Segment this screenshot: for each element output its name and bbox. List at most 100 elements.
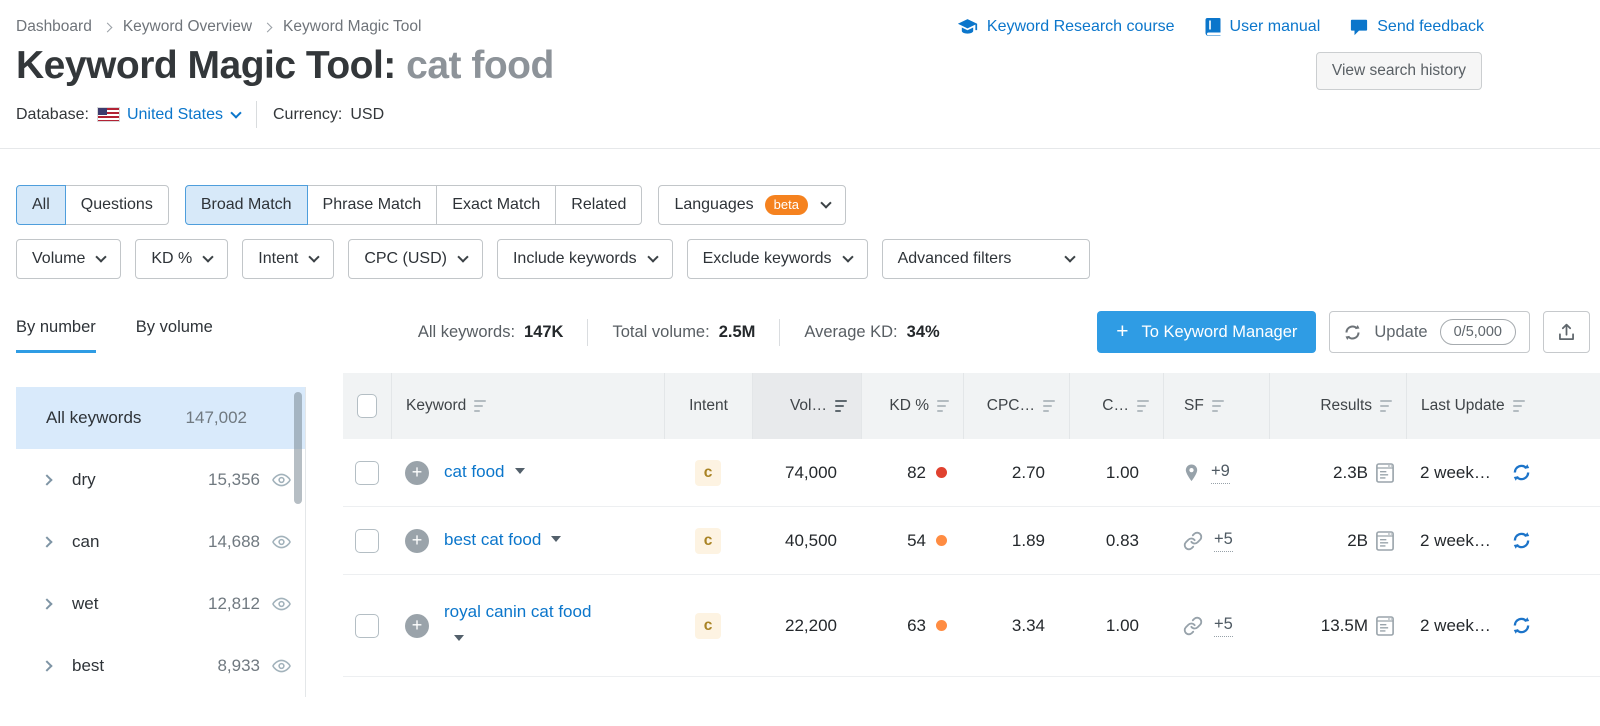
breadcrumb-keyword-magic-tool[interactable]: Keyword Magic Tool: [283, 18, 422, 35]
kd-value: 54: [861, 531, 963, 551]
column-header-intent[interactable]: Intent: [664, 373, 752, 439]
exclude-keywords-dropdown[interactable]: Exclude keywords: [686, 239, 868, 279]
eye-icon[interactable]: [272, 473, 291, 487]
column-header-last-update[interactable]: Last Update: [1406, 373, 1600, 439]
serp-icon[interactable]: [1376, 615, 1394, 636]
row-checkbox[interactable]: [355, 528, 379, 553]
results-value: 2.3B: [1333, 462, 1368, 482]
eye-icon[interactable]: [272, 597, 291, 611]
sidebar-all-label: All keywords: [46, 408, 142, 427]
serp-features-count[interactable]: +9: [1211, 462, 1230, 484]
refresh-icon[interactable]: [1511, 462, 1532, 483]
chevron-down-icon: [230, 106, 242, 119]
view-search-history-button[interactable]: View search history: [1315, 52, 1482, 90]
volume-value: 74,000: [785, 462, 837, 482]
add-keyword-icon[interactable]: [405, 613, 429, 638]
row-checkbox[interactable]: [355, 460, 379, 485]
stats-bar: By number By volume All keywords: 147K To…: [16, 311, 1590, 353]
cpc-value: 1.89: [1011, 530, 1045, 550]
breadcrumb-keyword-overview[interactable]: Keyword Overview: [122, 18, 253, 35]
cpc-filter-dropdown[interactable]: CPC (USD): [348, 239, 483, 279]
advanced-filters-dropdown[interactable]: Advanced filters: [881, 239, 1090, 279]
tab-related[interactable]: Related: [555, 185, 643, 225]
chevron-down-icon[interactable]: [514, 468, 525, 475]
languages-dropdown[interactable]: Languages beta: [658, 185, 846, 225]
eye-icon[interactable]: [272, 659, 291, 673]
competition-value: 1.00: [1105, 615, 1139, 635]
chevron-down-icon: [841, 251, 854, 263]
tab-broad-match[interactable]: Broad Match: [184, 185, 308, 225]
user-manual-link[interactable]: User manual: [1205, 18, 1320, 36]
tab-phrase-match[interactable]: Phrase Match: [306, 185, 438, 225]
volume-value: 22,200: [785, 615, 837, 635]
sidebar-item-dry[interactable]: dry 15,356: [16, 449, 305, 511]
tab-exact-match[interactable]: Exact Match: [436, 185, 557, 225]
column-header-sf[interactable]: SF: [1163, 373, 1269, 439]
column-header-cpc[interactable]: CPC…: [963, 373, 1069, 439]
sort-icon: [1043, 399, 1055, 413]
tab-all[interactable]: All: [16, 185, 66, 225]
kd-dot-icon: [936, 535, 947, 546]
update-metrics-button[interactable]: Update 0/5,000: [1329, 311, 1530, 353]
volume-filter-dropdown[interactable]: Volume: [16, 239, 122, 279]
tab-questions[interactable]: Questions: [64, 185, 169, 225]
competition-value: 1.00: [1105, 462, 1139, 482]
send-feedback-link[interactable]: Send feedback: [1350, 18, 1484, 36]
row-checkbox[interactable]: [355, 613, 379, 638]
keyword-link[interactable]: cat food: [444, 459, 525, 485]
sidebar-item-can[interactable]: can 14,688: [16, 511, 305, 573]
table-row: best cat food C 40,500 54 1.89 0.83 +5 2…: [343, 507, 1600, 575]
chevron-down-icon[interactable]: [454, 634, 464, 641]
breadcrumb-dashboard[interactable]: Dashboard: [16, 18, 92, 35]
table-row: cat food C 74,000 82 2.70 1.00 +9 2.3B: [343, 439, 1600, 507]
cpc-value: 3.34: [1011, 615, 1045, 635]
to-keyword-manager-button[interactable]: To Keyword Manager: [1097, 311, 1317, 353]
sidebar-item-wet[interactable]: wet 12,812: [16, 573, 305, 635]
sort-icon: [1211, 399, 1224, 413]
chevron-right-icon: [41, 474, 53, 486]
book-icon: [1205, 18, 1221, 36]
intent-filter-dropdown[interactable]: Intent: [242, 239, 335, 279]
chevron-right-icon: [262, 22, 273, 33]
intent-badge-commercial: C: [695, 459, 721, 486]
kd-value: 82: [861, 463, 963, 483]
database-selector[interactable]: United States: [127, 106, 242, 124]
update-quota-badge: 0/5,000: [1439, 319, 1516, 345]
chevron-down-icon[interactable]: [551, 536, 562, 543]
refresh-icon[interactable]: [1511, 615, 1532, 636]
tab-by-volume[interactable]: By volume: [135, 318, 213, 336]
sidebar-scrollbar[interactable]: [294, 392, 302, 504]
serp-features-count[interactable]: +5: [1214, 530, 1233, 552]
column-header-kd[interactable]: KD %: [861, 373, 963, 439]
include-keywords-dropdown[interactable]: Include keywords: [496, 239, 673, 279]
sidebar-item-all-keywords[interactable]: All keywords 147,002: [16, 387, 305, 449]
refresh-icon[interactable]: [1511, 530, 1532, 551]
sidebar-item-best[interactable]: best 8,933: [16, 635, 305, 697]
add-keyword-icon[interactable]: [405, 528, 429, 553]
keyword-link[interactable]: best cat food: [444, 527, 562, 553]
page-title-query: cat food: [406, 44, 554, 87]
column-header-keyword[interactable]: Keyword: [391, 373, 664, 439]
column-header-competition[interactable]: C…: [1069, 373, 1163, 439]
keywords-table: Keyword Intent Vol… KD % CPC… C… SF: [343, 373, 1600, 697]
intent-badge-commercial: C: [695, 612, 721, 639]
column-header-results[interactable]: Results: [1269, 373, 1406, 439]
serp-icon[interactable]: [1376, 462, 1394, 483]
keyword-link[interactable]: royal canin cat food: [444, 599, 596, 652]
kd-filter-dropdown[interactable]: KD %: [135, 239, 229, 279]
stat-total-volume: Total volume: 2.5M: [612, 322, 756, 341]
sidebar-all-count: 147,002: [185, 408, 247, 427]
tab-by-number[interactable]: By number: [16, 318, 96, 353]
eye-icon[interactable]: [272, 535, 291, 549]
column-header-volume[interactable]: Vol…: [752, 373, 861, 439]
select-all-checkbox[interactable]: [357, 394, 377, 418]
last-update-value: 2 week…: [1420, 615, 1491, 635]
chevron-right-icon: [41, 536, 53, 548]
add-keyword-icon[interactable]: [405, 460, 429, 485]
serp-icon[interactable]: [1376, 530, 1394, 551]
chevron-right-icon: [102, 22, 113, 33]
keyword-research-course-link[interactable]: Keyword Research course: [957, 18, 1175, 36]
export-button[interactable]: [1543, 311, 1590, 353]
page-title: Keyword Magic Tool: cat food: [16, 44, 554, 87]
serp-features-count[interactable]: +5: [1214, 615, 1233, 637]
